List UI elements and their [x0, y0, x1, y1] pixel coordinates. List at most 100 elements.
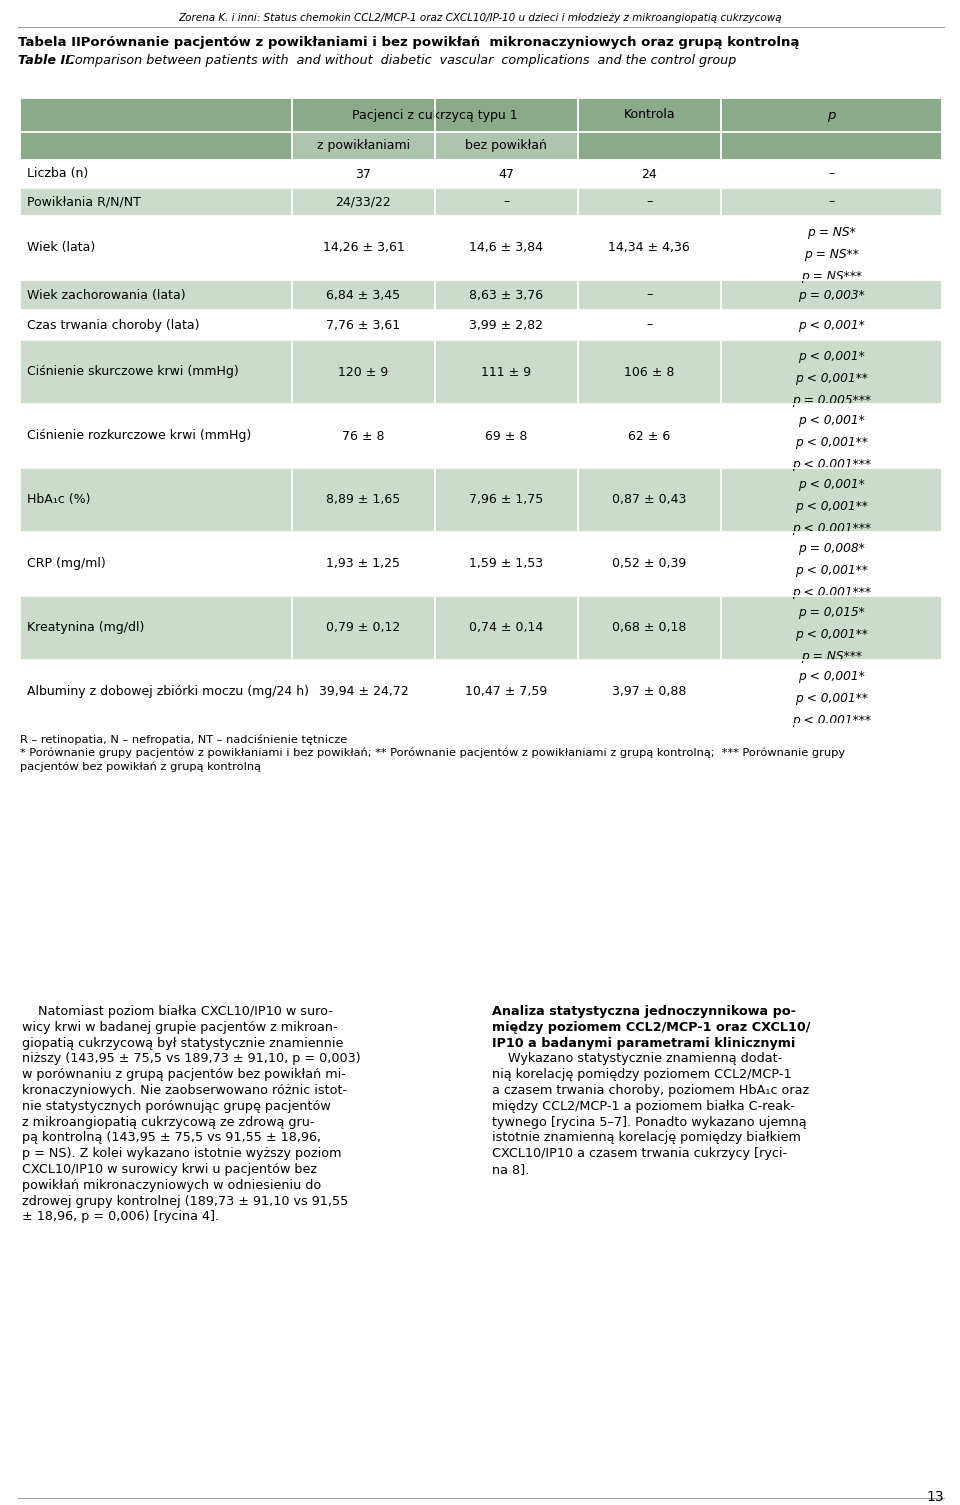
Text: 47: 47: [498, 167, 515, 181]
Text: niższy (143,95 ± 75,5 vs 189,73 ± 91,10, p = 0,003): niższy (143,95 ± 75,5 vs 189,73 ± 91,10,…: [22, 1052, 361, 1066]
Text: CXCL10/IP10 w surowicy krwi u pacjentów bez: CXCL10/IP10 w surowicy krwi u pacjentów …: [22, 1163, 317, 1175]
Text: wicy krwi w badanej grupie pacjentów z mikroan-: wicy krwi w badanej grupie pacjentów z m…: [22, 1020, 338, 1034]
Text: p: p: [828, 108, 835, 122]
Text: p < 0,001***: p < 0,001***: [792, 522, 871, 536]
Text: p < 0,001*: p < 0,001*: [798, 319, 865, 331]
Bar: [20, 132, 292, 160]
Text: Powikłania R/N/NT: Powikłania R/N/NT: [27, 196, 141, 209]
Bar: [20, 188, 942, 217]
Text: HbA₁c (%): HbA₁c (%): [27, 494, 90, 507]
Text: giopatią cukrzycową był statystycznie znamiennie: giopatią cukrzycową był statystycznie zn…: [22, 1037, 344, 1049]
Bar: [20, 280, 942, 310]
Text: 0,68 ± 0,18: 0,68 ± 0,18: [612, 622, 686, 635]
Text: między poziomem CCL2/MCP-1 oraz CXCL10/: między poziomem CCL2/MCP-1 oraz CXCL10/: [492, 1020, 810, 1034]
Bar: [20, 160, 942, 188]
Text: p < 0,001**: p < 0,001**: [795, 564, 868, 576]
Text: Kontrola: Kontrola: [623, 108, 675, 122]
Text: p < 0,001*: p < 0,001*: [798, 477, 865, 491]
Text: kronaczyniowych. Nie zaobserwowano różnic istot-: kronaczyniowych. Nie zaobserwowano różni…: [22, 1084, 348, 1097]
Text: 8,63 ± 3,76: 8,63 ± 3,76: [469, 289, 543, 301]
Text: a czasem trwania choroby, poziomem HbA₁c oraz: a czasem trwania choroby, poziomem HbA₁c…: [492, 1084, 809, 1097]
Text: p < 0,001***: p < 0,001***: [792, 715, 871, 727]
Text: tywnego [rycina 5–7]. Ponadto wykazano ujemną: tywnego [rycina 5–7]. Ponadto wykazano u…: [492, 1115, 806, 1129]
Text: 13: 13: [926, 1490, 944, 1503]
Text: 1,93 ± 1,25: 1,93 ± 1,25: [326, 557, 400, 570]
Text: 111 ± 9: 111 ± 9: [481, 366, 532, 378]
Text: Table II.: Table II.: [18, 54, 75, 68]
Text: 8,89 ± 1,65: 8,89 ± 1,65: [326, 494, 400, 507]
Text: Czas trwania choroby (lata): Czas trwania choroby (lata): [27, 319, 200, 331]
Bar: [20, 661, 942, 724]
Text: nie statystycznych porównując grupę pacjentów: nie statystycznych porównując grupę pacj…: [22, 1100, 331, 1112]
Text: p = 0,005***: p = 0,005***: [792, 394, 871, 408]
Text: 6,84 ± 3,45: 6,84 ± 3,45: [326, 289, 400, 301]
Text: istotnie znamienną korelację pomiędzy białkiem: istotnie znamienną korelację pomiędzy bi…: [492, 1132, 801, 1144]
Text: 0,52 ± 0,39: 0,52 ± 0,39: [612, 557, 686, 570]
Bar: [20, 310, 942, 340]
Text: Wykazano statystycznie znamienną dodat-: Wykazano statystycznie znamienną dodat-: [492, 1052, 782, 1066]
Text: Porównanie pacjentów z powikłaniami i bez powikłań  mikronaczyniowych oraz grupą: Porównanie pacjentów z powikłaniami i be…: [76, 36, 800, 50]
Text: między CCL2/MCP-1 a poziomem białka C-reak-: między CCL2/MCP-1 a poziomem białka C-re…: [492, 1100, 795, 1112]
Text: p < 0,001**: p < 0,001**: [795, 500, 868, 513]
Text: –: –: [646, 319, 653, 331]
Text: p = NS). Z kolei wykazano istotnie wyższy poziom: p = NS). Z kolei wykazano istotnie wyższ…: [22, 1147, 342, 1160]
Bar: [20, 468, 942, 531]
Text: 37: 37: [355, 167, 372, 181]
Bar: [20, 98, 942, 132]
Bar: [578, 132, 721, 160]
Text: Wiek (lata): Wiek (lata): [27, 241, 95, 254]
Text: Ciśnienie skurczowe krwi (mmHg): Ciśnienie skurczowe krwi (mmHg): [27, 366, 239, 378]
Text: Ciśnienie rozkurczowe krwi (mmHg): Ciśnienie rozkurczowe krwi (mmHg): [27, 429, 252, 442]
Text: 24/33/22: 24/33/22: [336, 196, 392, 209]
Text: 0,79 ± 0,12: 0,79 ± 0,12: [326, 622, 400, 635]
Text: zdrowej grupy kontrolnej (189,73 ± 91,10 vs 91,55: zdrowej grupy kontrolnej (189,73 ± 91,10…: [22, 1195, 348, 1207]
Text: 7,76 ± 3,61: 7,76 ± 3,61: [326, 319, 400, 331]
Text: 3,97 ± 0,88: 3,97 ± 0,88: [612, 685, 686, 698]
Bar: [20, 596, 942, 661]
Text: p = 0,015*: p = 0,015*: [798, 605, 865, 619]
Text: powikłań mikronaczyniowych w odniesieniu do: powikłań mikronaczyniowych w odniesieniu…: [22, 1178, 322, 1192]
Text: p < 0,001*: p < 0,001*: [798, 349, 865, 363]
Text: –: –: [503, 196, 510, 209]
Text: Pacjenci z cukrzycą typu 1: Pacjenci z cukrzycą typu 1: [352, 108, 517, 122]
Text: p < 0,001**: p < 0,001**: [795, 372, 868, 385]
Text: 76 ± 8: 76 ± 8: [342, 429, 385, 442]
Text: na 8].: na 8].: [492, 1163, 529, 1175]
Text: p < 0,001***: p < 0,001***: [792, 459, 871, 471]
Text: CRP (mg/ml): CRP (mg/ml): [27, 557, 106, 570]
Text: p = NS***: p = NS***: [801, 271, 862, 283]
Text: Tabela II.: Tabela II.: [18, 36, 86, 50]
Text: p = NS***: p = NS***: [801, 650, 862, 664]
Text: p = NS*: p = NS*: [807, 226, 855, 239]
Text: Natomiast poziom białka CXCL10/IP10 w suro-: Natomiast poziom białka CXCL10/IP10 w su…: [22, 1005, 333, 1017]
Text: 14,6 ± 3,84: 14,6 ± 3,84: [469, 241, 543, 254]
Text: ± 18,96, p = 0,006) [rycina 4].: ± 18,96, p = 0,006) [rycina 4].: [22, 1210, 219, 1224]
Text: 120 ± 9: 120 ± 9: [338, 366, 389, 378]
Text: p = 0,003*: p = 0,003*: [798, 289, 865, 301]
Bar: [435, 132, 578, 160]
Text: 3,99 ± 2,82: 3,99 ± 2,82: [469, 319, 543, 331]
Text: p < 0,001**: p < 0,001**: [795, 628, 868, 641]
Text: nią korelację pomiędzy poziomem CCL2/MCP-1: nią korelację pomiędzy poziomem CCL2/MCP…: [492, 1069, 792, 1081]
Bar: [20, 531, 942, 596]
Text: 0,87 ± 0,43: 0,87 ± 0,43: [612, 494, 686, 507]
Text: Analiza statystyczna jednoczynnikowa po-: Analiza statystyczna jednoczynnikowa po-: [492, 1005, 796, 1017]
Text: CXCL10/IP10 a czasem trwania cukrzycy [ryci-: CXCL10/IP10 a czasem trwania cukrzycy [r…: [492, 1147, 787, 1160]
Bar: [20, 217, 942, 280]
Text: 10,47 ± 7,59: 10,47 ± 7,59: [466, 685, 547, 698]
Text: 24: 24: [641, 167, 658, 181]
Text: pacjentów bez powikłań z grupą kontrolną: pacjentów bez powikłań z grupą kontrolną: [20, 762, 261, 772]
Text: –: –: [646, 196, 653, 209]
Text: z powikłaniami: z powikłaniami: [317, 140, 410, 152]
Text: 14,26 ± 3,61: 14,26 ± 3,61: [323, 241, 404, 254]
Text: 69 ± 8: 69 ± 8: [485, 429, 528, 442]
Text: –: –: [828, 196, 834, 209]
Text: Kreatynina (mg/dl): Kreatynina (mg/dl): [27, 622, 144, 635]
Text: 106 ± 8: 106 ± 8: [624, 366, 675, 378]
Text: p < 0,001***: p < 0,001***: [792, 587, 871, 599]
Text: w porównaniu z grupą pacjentów bez powikłań mi-: w porównaniu z grupą pacjentów bez powik…: [22, 1069, 346, 1081]
Text: 39,94 ± 24,72: 39,94 ± 24,72: [319, 685, 408, 698]
Bar: [292, 132, 435, 160]
Bar: [721, 132, 942, 160]
Bar: [20, 403, 942, 468]
